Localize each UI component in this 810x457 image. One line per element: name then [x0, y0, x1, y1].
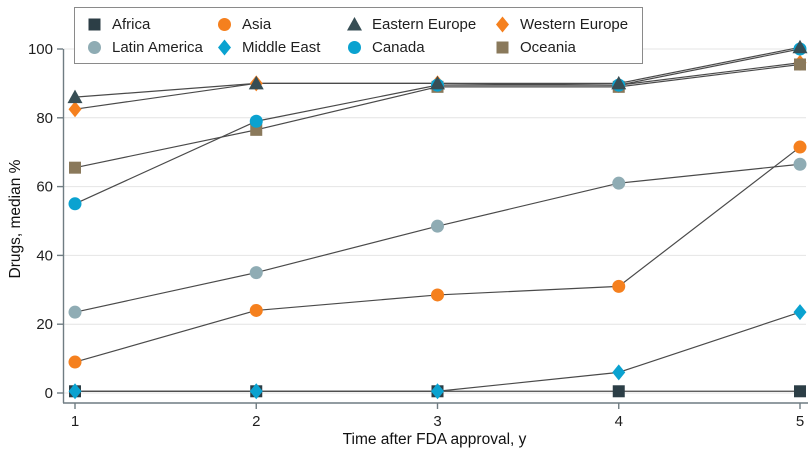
- legend-label: Western Europe: [520, 15, 629, 33]
- oceania-marker-icon-shape: [496, 41, 509, 53]
- legend-label: Oceania: [520, 38, 576, 56]
- series-line-asia: [74, 146, 801, 363]
- legend-item-middle-east: Middle East: [216, 38, 346, 56]
- canada-marker: [68, 197, 82, 211]
- legend-item-oceania: Oceania: [494, 38, 628, 56]
- oceania-marker: [794, 58, 806, 71]
- x-tick-label: 1: [71, 413, 79, 430]
- series-markers-middle-east: [68, 304, 807, 400]
- asia-marker: [612, 279, 626, 293]
- series-markers-eastern-europe: [67, 39, 808, 104]
- latin-america-marker: [68, 305, 82, 319]
- series-markers-asia: [68, 140, 807, 369]
- africa-marker: [794, 385, 806, 398]
- middle-east-marker-icon: [218, 39, 231, 55]
- eastern-europe-marker: [248, 75, 264, 90]
- western-europe-marker-icon-shape: [496, 16, 509, 32]
- legend-item-asia: Asia: [216, 15, 346, 33]
- eastern-europe-marker: [67, 89, 83, 104]
- western-europe-marker-icon: [496, 16, 509, 32]
- asia-marker-icon-shape: [218, 17, 231, 31]
- y-tick-label: 80: [36, 110, 53, 127]
- legend-item-eastern-europe: Eastern Europe: [346, 15, 494, 33]
- y-tick-label: 40: [36, 247, 53, 264]
- legend: Africa Asia Eastern Europe Western Europe La…: [74, 7, 644, 64]
- x-tick-label: 2: [252, 413, 260, 430]
- legend-label: Asia: [242, 15, 272, 33]
- series-markers-latin-america: [68, 157, 807, 319]
- x-tick-label: 4: [615, 413, 623, 430]
- africa-marker: [612, 385, 625, 398]
- africa-marker-icon: [88, 18, 101, 30]
- y-tick-label: 100: [28, 41, 53, 58]
- oceania-marker-icon: [496, 41, 509, 53]
- legend-item-canada: Canada: [346, 38, 494, 56]
- latin-america-marker: [793, 157, 807, 171]
- legend-label: Latin America: [112, 38, 203, 56]
- asia-marker: [68, 355, 82, 369]
- x-tick-label: 3: [433, 413, 441, 430]
- y-axis-label: Drugs, median %: [7, 159, 24, 279]
- latin-america-marker-icon: [88, 40, 101, 54]
- y-tick-label: 20: [36, 316, 53, 333]
- middle-east-marker: [249, 383, 263, 400]
- eastern-europe-marker-icon: [347, 16, 362, 30]
- eastern-europe-marker: [792, 39, 808, 54]
- legend-item-latin-america: Latin America: [86, 38, 216, 56]
- legend-item-western-europe: Western Europe: [494, 15, 628, 33]
- axes: 0 20 40 60 80 100 1 2 3 4 5: [28, 41, 808, 430]
- y-tick-label: 0: [45, 385, 53, 402]
- latin-america-marker: [249, 266, 263, 280]
- middle-east-marker-icon-shape: [218, 39, 231, 55]
- eastern-europe-marker: [430, 75, 445, 90]
- legend-label: Africa: [112, 15, 151, 33]
- middle-east-marker: [793, 304, 807, 321]
- middle-east-marker: [612, 364, 626, 381]
- x-tick-label: 5: [796, 413, 804, 430]
- series-line-canada: [74, 48, 801, 205]
- legend-item-africa: Africa: [86, 15, 216, 33]
- oceania-marker: [69, 161, 81, 174]
- latin-america-marker: [612, 176, 626, 190]
- asia-marker: [431, 288, 444, 302]
- canada-marker: [249, 114, 263, 128]
- eastern-europe-marker: [611, 75, 627, 90]
- legend-label: Middle East: [242, 38, 321, 56]
- asia-marker: [793, 140, 807, 154]
- x-axis-label: Time after FDA approval, y: [342, 431, 527, 448]
- legend-label: Eastern Europe: [372, 15, 477, 33]
- asia-marker-icon: [218, 17, 231, 31]
- middle-east-marker: [68, 383, 82, 400]
- y-tick-label: 60: [36, 179, 53, 196]
- asia-marker: [249, 303, 263, 317]
- africa-marker-icon-shape: [88, 18, 101, 30]
- legend-label: Canada: [372, 38, 425, 56]
- western-europe-marker: [68, 101, 82, 118]
- latin-america-marker: [431, 219, 444, 233]
- eastern-europe-marker-icon-shape: [347, 16, 362, 30]
- middle-east-marker: [431, 383, 444, 400]
- latin-america-marker-icon-shape: [88, 40, 101, 54]
- canada-marker-icon: [348, 40, 361, 54]
- canada-marker-icon-shape: [348, 40, 361, 54]
